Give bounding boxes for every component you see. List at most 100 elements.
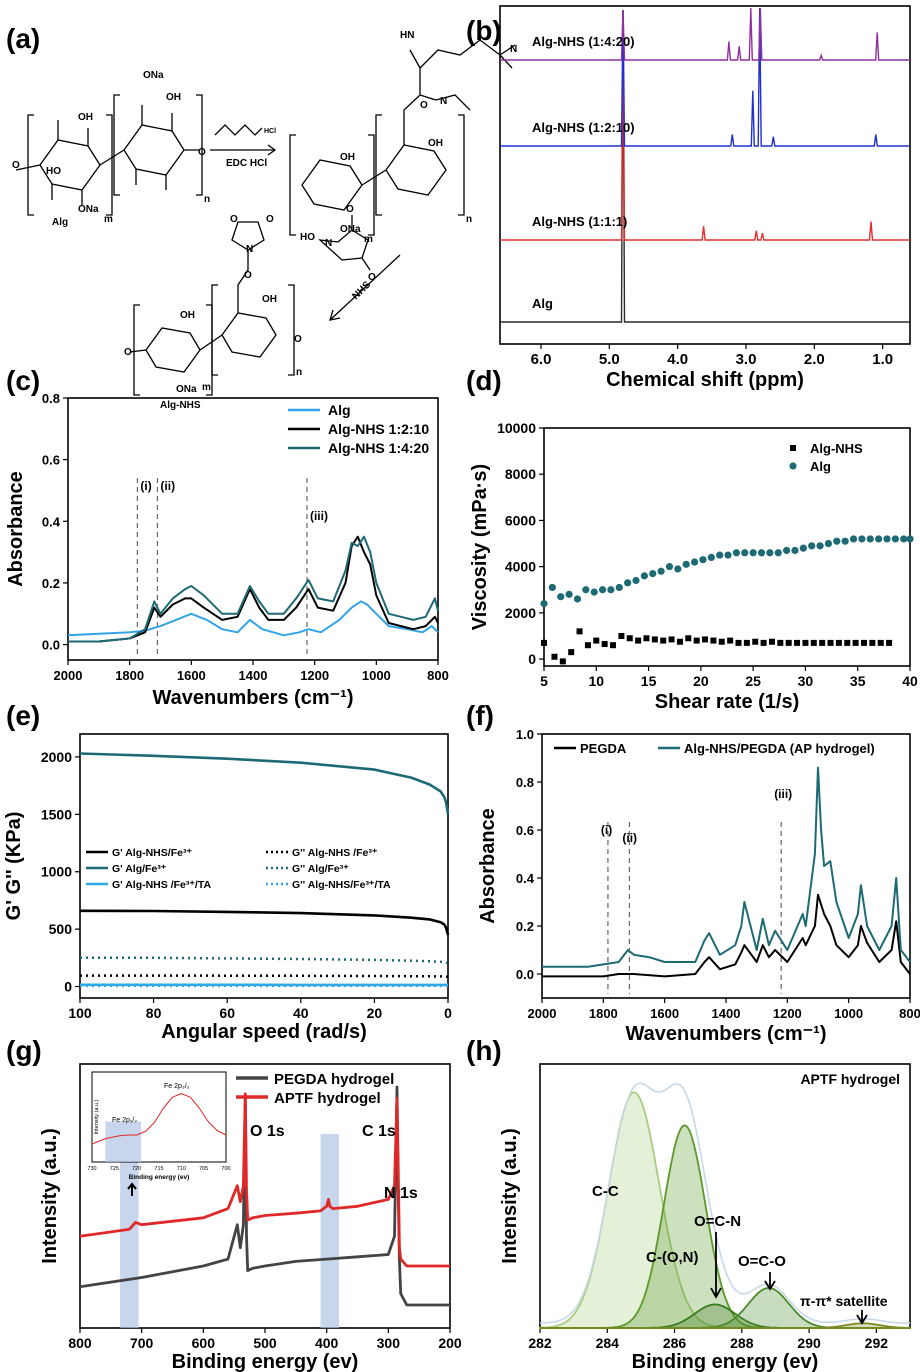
data-point-square bbox=[702, 636, 709, 643]
data-point-circle bbox=[682, 560, 690, 568]
x-axis-label: Binding energy (ev) bbox=[632, 1351, 819, 1372]
data-point-square bbox=[559, 658, 566, 665]
x-tick-label: 284 bbox=[596, 1335, 620, 1351]
x-axis-label: Angular speed (rad/s) bbox=[161, 1021, 367, 1043]
data-point-square bbox=[685, 635, 692, 642]
data-point-circle bbox=[849, 535, 858, 543]
y-tick-label: 10000 bbox=[497, 420, 536, 436]
y-tick-label: 0 bbox=[64, 979, 72, 995]
inset-highlight bbox=[105, 1121, 142, 1162]
prod-substituents bbox=[129, 221, 265, 353]
data-point-circle bbox=[774, 549, 782, 557]
chart-h: 282 284 286 288 290 292 Binding energy (ev) Int… bbox=[499, 1063, 911, 1372]
plot-frame bbox=[79, 733, 449, 999]
x-tick-label: 1400 bbox=[239, 668, 268, 683]
data-point-square bbox=[710, 637, 717, 644]
scheme-label: O bbox=[420, 100, 428, 111]
x-tick-label: 10 bbox=[588, 673, 604, 689]
scheme-label: ONa bbox=[143, 70, 164, 81]
data-point-square bbox=[768, 638, 775, 645]
marker-label: (iii) bbox=[310, 509, 328, 523]
panel-label-f: (f) bbox=[466, 700, 494, 731]
arrow-icon bbox=[127, 1182, 137, 1196]
legend-label: PEGDA hydrogel bbox=[274, 1071, 394, 1088]
legend-label: G' Alg-NHS /Fe³⁺/TA bbox=[112, 879, 211, 891]
scheme-label: HCl bbox=[264, 128, 276, 135]
scheme-label: O bbox=[368, 272, 376, 283]
x-tick-label: 80 bbox=[146, 1005, 162, 1021]
ring-int-1 bbox=[301, 159, 363, 211]
inset-x-tick-label: 730 bbox=[87, 1166, 96, 1172]
data-point-circle bbox=[875, 535, 883, 543]
bracket-alg-right bbox=[196, 94, 203, 196]
scheme-label: ONa bbox=[78, 204, 99, 215]
x-tick-label: 200 bbox=[438, 1335, 462, 1351]
x-tick-label: 700 bbox=[130, 1335, 154, 1351]
x-tick-label: 292 bbox=[865, 1335, 889, 1351]
data-point-circle bbox=[624, 579, 632, 587]
spectrum-label: Alg-NHS (1:4:20) bbox=[532, 34, 635, 49]
x-tick-label: 286 bbox=[663, 1335, 687, 1351]
bracket-alg-left bbox=[27, 114, 34, 216]
x-tick-label: 1200 bbox=[300, 668, 329, 683]
data-point-circle bbox=[665, 563, 674, 571]
chart-g: 800 700 600 500 400 300 200 Binding energy (ev)… bbox=[39, 1063, 462, 1372]
x-axis-label: Shear rate (1/s) bbox=[655, 691, 800, 713]
data-point-square bbox=[593, 637, 600, 644]
legend-label: Alg-NHS bbox=[810, 441, 863, 456]
ftir-line-0 bbox=[67, 600, 439, 637]
inset-x-tick-label: 725 bbox=[110, 1166, 119, 1172]
data-point-square bbox=[860, 639, 867, 646]
x-axis-label: Wavenumbers (cm⁻¹) bbox=[153, 687, 354, 709]
arrow-icon bbox=[764, 1272, 776, 1291]
y-tick-label: 1.0 bbox=[516, 727, 534, 742]
legend-label: G'' Alg/Fe³⁺ bbox=[292, 863, 349, 875]
scheme-label: OH bbox=[78, 112, 93, 123]
data-point-circle bbox=[582, 586, 590, 594]
scheme-label: O bbox=[266, 214, 274, 225]
data-point-square bbox=[576, 628, 583, 635]
inset-x-tick-label: 720 bbox=[132, 1166, 141, 1172]
x-tick-label: 35 bbox=[850, 673, 866, 689]
data-point-square bbox=[551, 653, 558, 660]
data-point-circle bbox=[741, 549, 749, 557]
scheme-label: O bbox=[12, 160, 20, 171]
peak-label: C-(O,N) bbox=[646, 1249, 699, 1266]
y-tick-label: 0.4 bbox=[516, 871, 535, 886]
inset-x-tick-label: 710 bbox=[177, 1166, 186, 1172]
data-point-square bbox=[794, 639, 801, 646]
legend-swatch bbox=[789, 462, 797, 470]
bracket-int-mid2 bbox=[375, 114, 382, 216]
data-point-square bbox=[777, 639, 784, 646]
chart-b: Alg Alg-NHS (1:1:1) Alg-NHS (1:2:10) Alg-NH… bbox=[499, 5, 911, 391]
y-axis-label: G' G'' (KPa) bbox=[3, 812, 25, 921]
legend-label: G'' Alg-NHS /Fe³⁺ bbox=[292, 847, 378, 859]
scheme-label: m bbox=[364, 234, 373, 245]
x-tick-label: 1800 bbox=[115, 668, 144, 683]
data-point-circle bbox=[799, 544, 807, 552]
sample-label: APTF hydrogel bbox=[800, 1071, 900, 1087]
bracket-alg-mid1 bbox=[106, 114, 113, 216]
data-point-square bbox=[718, 638, 725, 645]
nmr-spectrum-1 bbox=[500, 9, 910, 241]
scheme-label: ONa bbox=[340, 224, 361, 235]
scheme-label: N bbox=[246, 244, 253, 255]
charts-layer: Alg Alg-NHS (1:1:1) Alg-NHS (1:2:10) Alg-NH… bbox=[3, 5, 920, 1372]
scheme-label: Alg-NHS bbox=[160, 400, 201, 411]
data-point-square bbox=[693, 637, 700, 644]
rheology-line-0 bbox=[79, 909, 450, 936]
x-tick-label: 500 bbox=[253, 1335, 277, 1351]
scheme-label: n bbox=[466, 214, 472, 225]
scheme-label: O bbox=[124, 347, 132, 358]
y-tick-label: 0.2 bbox=[42, 576, 60, 591]
bracket-int-left bbox=[289, 134, 296, 236]
legend-label: G' Alg-NHS/Fe³⁺ bbox=[112, 847, 192, 859]
scheme-label: n bbox=[296, 367, 302, 378]
data-point-circle bbox=[674, 565, 682, 573]
inset-x-axis-label: Binding energy (ev) bbox=[129, 1174, 190, 1181]
legend-label: Alg-NHS 1:2:10 bbox=[328, 421, 429, 437]
data-point-circle bbox=[716, 551, 724, 559]
data-point-circle bbox=[657, 567, 665, 575]
y-tick-label: 2000 bbox=[505, 605, 536, 621]
x-tick-label: 1.0 bbox=[872, 351, 893, 368]
